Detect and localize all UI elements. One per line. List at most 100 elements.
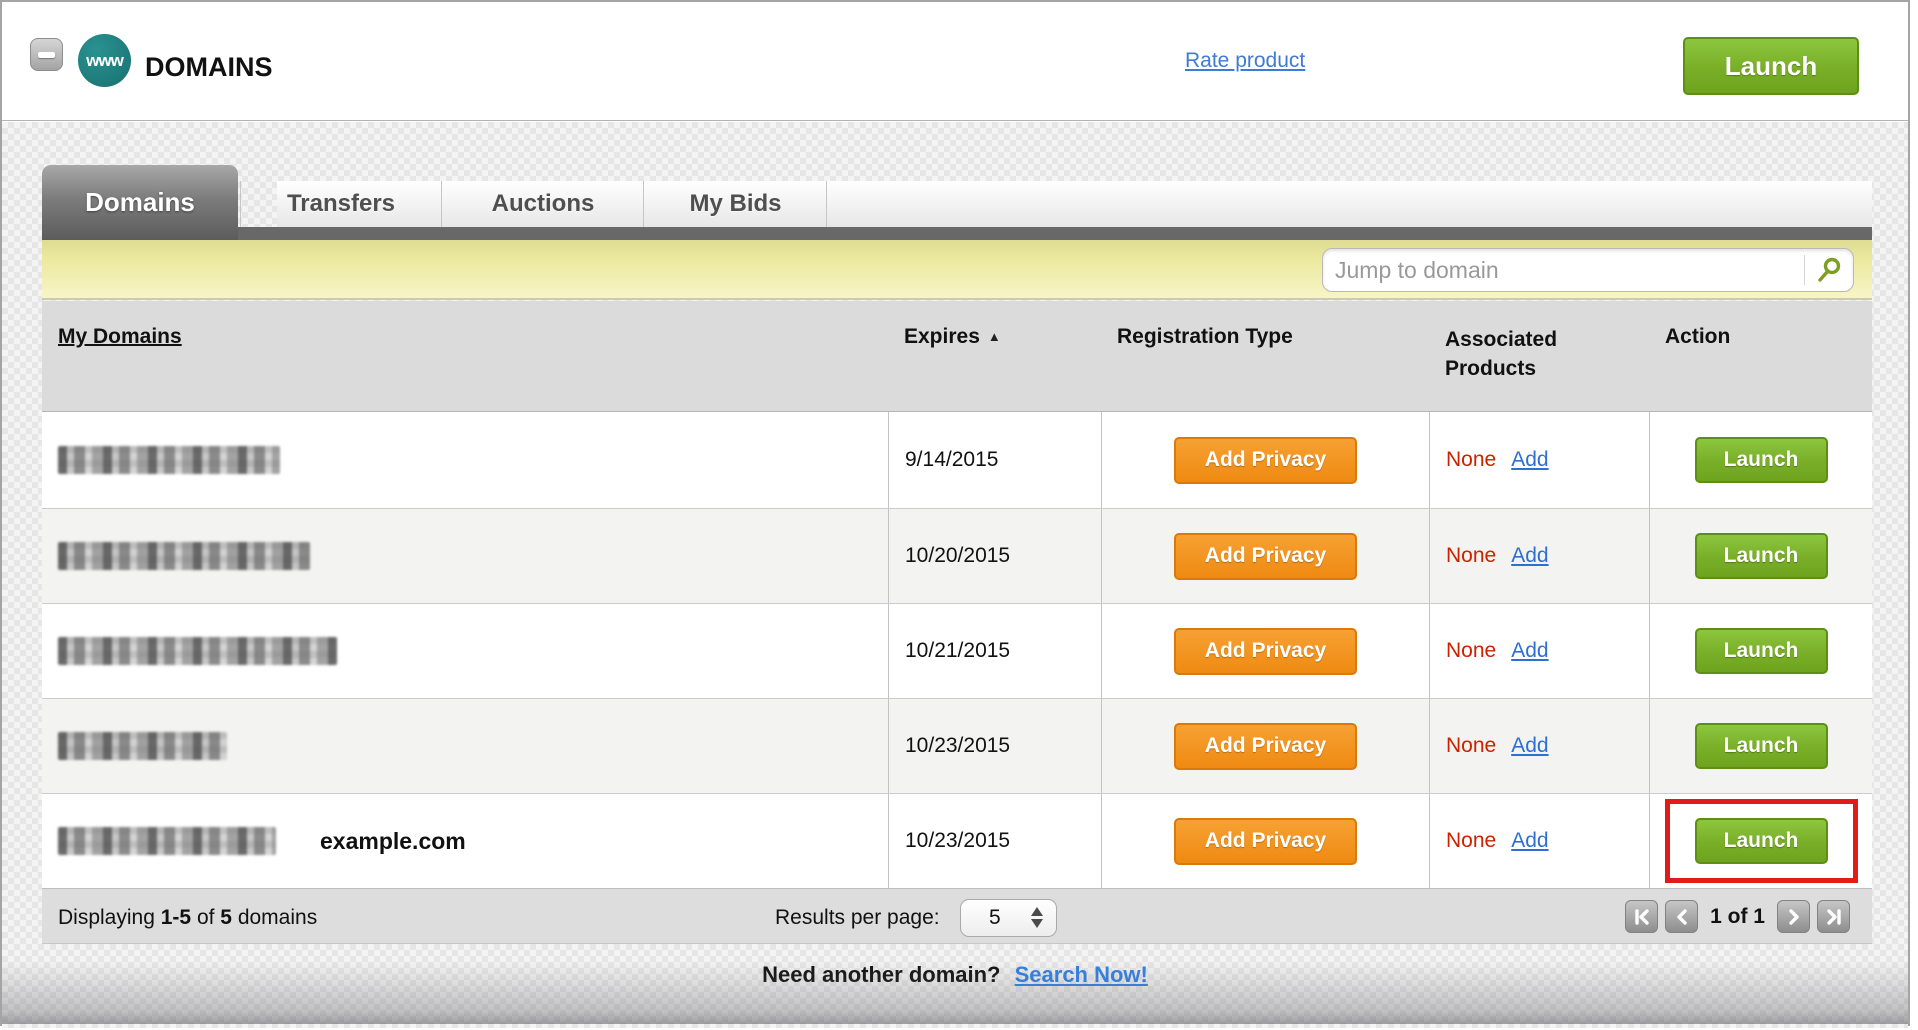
associated-cell: None Add [1429, 604, 1649, 698]
launch-button[interactable]: Launch [1694, 533, 1828, 579]
launch-button[interactable]: Launch [1694, 818, 1828, 864]
domain-cell: example.com [42, 794, 888, 888]
my-domains-sort-link[interactable]: My Domains [58, 325, 182, 348]
www-icon-label: www [86, 50, 124, 70]
table-row: 10/20/2015 Add Privacy None Add Launch [42, 508, 1872, 603]
action-cell: Launch [1649, 604, 1872, 698]
tab-strip [277, 181, 1872, 227]
registration-cell: Add Privacy [1101, 412, 1429, 508]
registration-cell: Add Privacy [1101, 794, 1429, 888]
launch-highlight-frame: Launch [1665, 418, 1858, 502]
action-cell: Launch [1649, 412, 1872, 508]
associated-products-value: None [1446, 734, 1497, 757]
expires-date: 10/21/2015 [905, 639, 1011, 662]
associated-products-value: None [1446, 829, 1497, 852]
redacted-domain [58, 637, 337, 665]
associated-products-value: None [1446, 544, 1497, 567]
domain-cell [42, 412, 888, 508]
launch-button-header[interactable]: Launch [1683, 37, 1859, 95]
previous-page-button[interactable] [1665, 900, 1699, 933]
displaying-prefix: Displaying [58, 906, 155, 929]
table-row: 10/21/2015 Add Privacy None Add Launch [42, 603, 1872, 698]
table-row: 10/23/2015 Add Privacy None Add Launch [42, 698, 1872, 793]
add-product-link[interactable]: Add [1511, 448, 1549, 471]
tab-domains[interactable]: Domains [42, 165, 238, 240]
add-privacy-button[interactable]: Add Privacy [1174, 532, 1357, 580]
tab-my-bids[interactable]: My Bids [645, 181, 827, 227]
add-product-link[interactable]: Add [1511, 829, 1549, 852]
tab-transfers[interactable]: Transfers [240, 181, 442, 227]
associated-cell: None Add [1429, 412, 1649, 508]
launch-button[interactable]: Launch [1694, 723, 1828, 769]
redacted-domain [58, 542, 310, 570]
action-cell: Launch [1649, 794, 1872, 888]
next-page-button[interactable] [1777, 900, 1810, 933]
jump-to-domain-box [1322, 248, 1854, 292]
add-product-link[interactable]: Add [1511, 639, 1549, 662]
column-header-action: Action [1665, 325, 1731, 348]
displaying-status: Displaying 1-5 of 5 domains [58, 906, 317, 930]
registration-cell: Add Privacy [1101, 509, 1429, 603]
tab-auctions[interactable]: Auctions [443, 181, 644, 227]
domain-toolbar [42, 240, 1872, 300]
action-cell: Launch [1649, 509, 1872, 603]
add-privacy-button[interactable]: Add Privacy [1174, 436, 1357, 484]
collapse-button[interactable] [30, 38, 63, 71]
previous-page-icon [1676, 908, 1687, 925]
expires-cell: 10/20/2015 [888, 509, 1101, 603]
domain-annotation: example.com [320, 827, 466, 854]
launch-button[interactable]: Launch [1694, 628, 1828, 674]
displaying-range: 1-5 [160, 906, 192, 929]
rate-product-link[interactable]: Rate product [1185, 49, 1306, 72]
column-header-my-domains: My Domains [58, 325, 182, 349]
page-title: DOMAINS [145, 52, 273, 82]
search-divider [1804, 255, 1805, 285]
jump-to-domain-input[interactable] [1323, 249, 1804, 291]
next-page-icon [1788, 908, 1799, 925]
results-per-page-value: 5 [989, 906, 1001, 929]
domain-cell [42, 509, 888, 603]
expires-date: 10/23/2015 [905, 829, 1011, 852]
results-per-page-label: Results per page: [775, 906, 940, 929]
tab-strip-underline [42, 227, 1872, 240]
first-page-button[interactable] [1625, 900, 1659, 933]
redacted-domain [58, 827, 276, 855]
expires-date: 10/20/2015 [905, 544, 1011, 567]
column-header-associated-products: Associated Products [1445, 328, 1558, 381]
displaying-of: of [196, 906, 215, 929]
search-button[interactable] [1805, 249, 1853, 291]
launch-highlight-frame: Launch [1665, 609, 1858, 693]
launch-highlight-frame: Launch [1664, 799, 1858, 883]
expires-label: Expires [904, 325, 980, 348]
add-privacy-button[interactable]: Add Privacy [1174, 627, 1357, 675]
search-icon [1818, 257, 1841, 282]
expires-date: 9/14/2015 [905, 448, 999, 471]
www-icon: www [78, 34, 131, 87]
table-row: example.com 10/23/2015 Add Privacy None … [42, 793, 1872, 888]
displaying-suffix: domains [237, 906, 318, 929]
sort-ascending-icon: ▲ [987, 329, 1001, 344]
add-product-link[interactable]: Add [1511, 734, 1549, 757]
associated-cell: None Add [1429, 509, 1649, 603]
expires-cell: 10/23/2015 [888, 794, 1101, 888]
add-product-link[interactable]: Add [1511, 544, 1549, 567]
stepper-icon [1031, 907, 1043, 928]
page-indicator: 1 of 1 [1710, 904, 1765, 928]
bottom-shadow [2, 960, 1908, 1024]
results-per-page-select[interactable]: 5 [960, 899, 1057, 937]
associated-cell: None Add [1429, 699, 1649, 793]
redacted-domain [58, 446, 280, 474]
launch-button[interactable]: Launch [1694, 437, 1828, 483]
table-header-row: My Domains Expires ▲ Registration Type As… [42, 301, 1872, 412]
last-page-button[interactable] [1817, 900, 1850, 933]
column-header-expires[interactable]: Expires ▲ [904, 325, 1001, 349]
minus-icon [38, 52, 55, 58]
add-privacy-button[interactable]: Add Privacy [1174, 817, 1357, 865]
expires-date: 10/23/2015 [905, 734, 1011, 757]
registration-cell: Add Privacy [1101, 604, 1429, 698]
domain-cell [42, 604, 888, 698]
add-privacy-button[interactable]: Add Privacy [1174, 722, 1357, 770]
redacted-domain [58, 732, 227, 760]
expires-cell: 10/23/2015 [888, 699, 1101, 793]
